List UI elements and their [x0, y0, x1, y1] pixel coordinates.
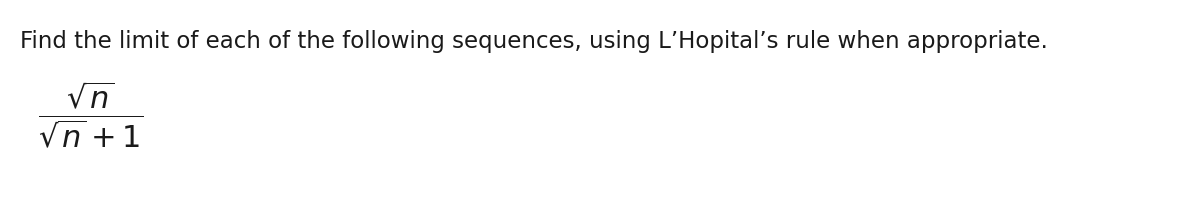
Text: $\dfrac{\sqrt{n}}{\sqrt{n}+1}$: $\dfrac{\sqrt{n}}{\sqrt{n}+1}$	[38, 80, 143, 150]
Text: Find the limit of each of the following sequences, using L’Hopital’s rule when a: Find the limit of each of the following …	[20, 30, 1048, 53]
